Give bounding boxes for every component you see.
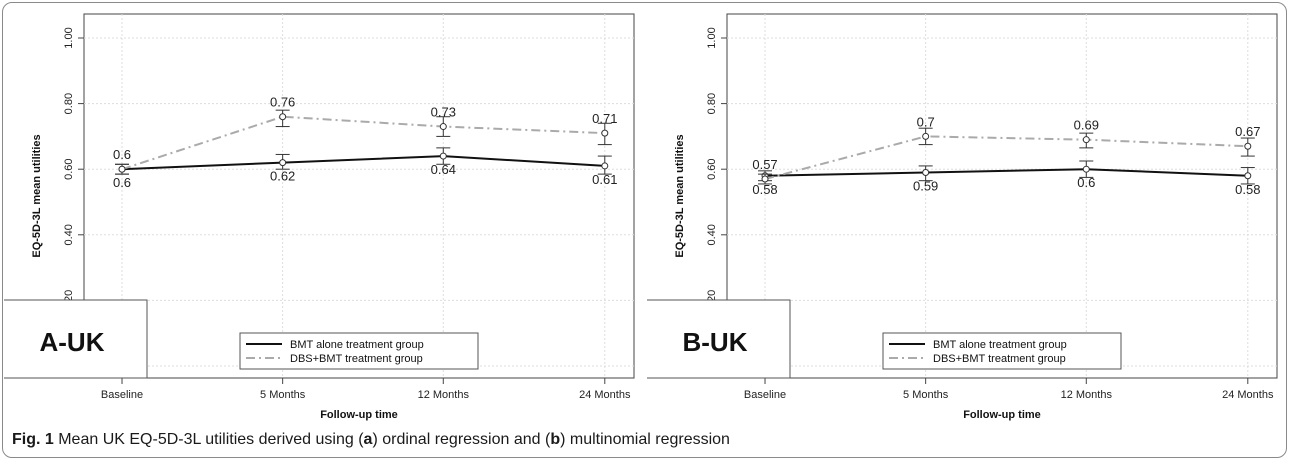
data-label: 0.69 — [1074, 118, 1099, 133]
x-tick-label: 5 Months — [260, 389, 306, 401]
y-tick-label: 1.00 — [706, 27, 718, 48]
x-tick-label: Baseline — [101, 389, 143, 401]
data-point — [439, 123, 447, 131]
x-tick-label: 12 Months — [418, 389, 470, 401]
data-label: 0.58 — [752, 182, 777, 197]
data-point — [922, 168, 930, 176]
series-line-bmt — [764, 168, 1248, 177]
caption-label: Fig. 1 — [12, 431, 54, 448]
data-label: 0.58 — [1235, 182, 1260, 197]
data-point — [601, 162, 609, 170]
plot-area — [726, 13, 1278, 379]
data-label: 0.59 — [913, 178, 938, 193]
data-label: 0.6 — [113, 147, 131, 162]
panel-label-box — [4, 299, 148, 379]
y-tick-label: 0.60 — [706, 158, 718, 179]
x-axis-title: Follow-up time — [320, 409, 398, 421]
legend-label-bmt: BMT alone treatment group — [290, 339, 424, 351]
caption-a: a — [363, 431, 373, 448]
series-line-dbs — [121, 115, 605, 171]
y-tick-label: 0.80 — [63, 93, 75, 114]
y-tick-label: 0.60 — [63, 158, 75, 179]
data-point — [761, 175, 769, 183]
figure-frame — [2, 2, 1287, 458]
data-point — [1244, 142, 1252, 150]
data-point — [439, 152, 447, 160]
data-label: 0.64 — [431, 162, 456, 177]
caption-text-2: ) ordinal regression and ( — [372, 431, 551, 448]
y-axis-title: EQ-5D-3L mean utilities — [674, 134, 686, 257]
data-point — [601, 129, 609, 137]
data-label: 0.61 — [592, 172, 617, 187]
panel-label: A-UK — [40, 327, 105, 357]
y-tick-label: 1.00 — [63, 27, 75, 48]
series-line-dbs — [764, 135, 1248, 181]
series-line-bmt — [121, 155, 605, 171]
figure-caption: Fig. 1 Mean UK EQ-5D-3L utilities derive… — [12, 431, 730, 449]
data-label: 0.62 — [270, 169, 295, 184]
data-point — [1244, 172, 1252, 180]
y-tick-label: 0.40 — [706, 224, 718, 245]
data-label: 0.6 — [113, 175, 131, 190]
x-tick-label: 24 Months — [579, 389, 631, 401]
data-point — [1082, 136, 1090, 144]
caption-text-1: Mean UK EQ-5D-3L utilities derived using… — [53, 431, 364, 448]
x-axis-title: Follow-up time — [963, 409, 1041, 421]
legend-label-bmt: BMT alone treatment group — [933, 339, 1067, 351]
legend-box — [882, 332, 1122, 370]
data-label: 0.7 — [917, 114, 935, 129]
data-point — [279, 159, 287, 167]
x-tick-label: 12 Months — [1061, 389, 1113, 401]
data-point — [1082, 165, 1090, 173]
data-label: 0.67 — [1235, 124, 1260, 139]
panel-label-box — [647, 299, 791, 379]
x-tick-label: Baseline — [744, 389, 786, 401]
data-point — [279, 113, 287, 121]
x-tick-label: 24 Months — [1222, 389, 1274, 401]
legend-label-dbs: DBS+BMT treatment group — [290, 353, 423, 365]
legend-label-dbs: DBS+BMT treatment group — [933, 353, 1066, 365]
data-label: 0.73 — [431, 105, 456, 120]
panel-label: B-UK — [683, 327, 748, 357]
caption-b: b — [550, 431, 561, 448]
data-point — [118, 165, 126, 173]
legend-box — [239, 332, 479, 370]
data-label: 0.6 — [1077, 175, 1095, 190]
y-axis-title: EQ-5D-3L mean utilities — [31, 134, 43, 257]
x-tick-label: 5 Months — [903, 389, 949, 401]
data-label: 0.57 — [752, 157, 777, 172]
y-tick-label: 0.40 — [63, 224, 75, 245]
plot-area — [83, 13, 635, 379]
data-label: 0.76 — [270, 95, 295, 110]
data-point — [922, 132, 930, 140]
caption-text-3: ) multinomial regression — [560, 431, 730, 448]
data-label: 0.71 — [592, 111, 617, 126]
y-tick-label: 0.80 — [706, 93, 718, 114]
